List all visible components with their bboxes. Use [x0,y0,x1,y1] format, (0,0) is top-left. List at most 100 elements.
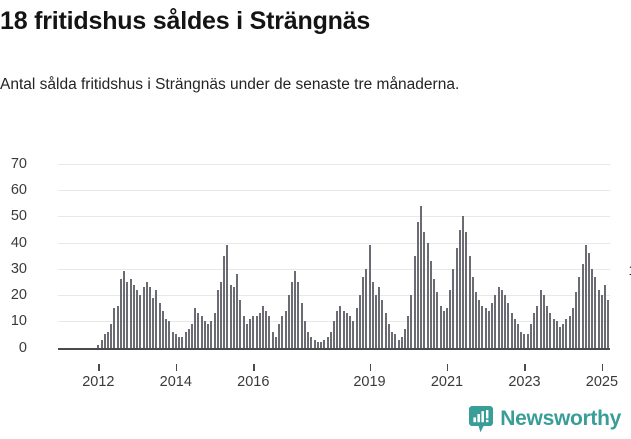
bar [575,292,578,348]
bar [555,321,558,348]
bar [400,337,403,348]
page-subtitle: Antal sålda fritidshus i Strängnäs under… [0,76,460,93]
bar [103,334,106,348]
bar [462,216,465,348]
x-axis-tick-label: 2025 [585,374,619,390]
bar [529,323,532,348]
bar [345,313,348,348]
gridline [58,216,610,218]
bar [210,321,213,348]
y-axis-tick-label: 60 [10,182,27,199]
bar [452,268,455,348]
bar [458,229,461,348]
bar [107,331,110,348]
bar [339,305,342,348]
bar [316,342,319,348]
bar [578,276,581,348]
bar [404,329,407,348]
bar [129,279,132,348]
bar [342,310,345,348]
bar [307,331,310,348]
bar [265,310,268,348]
bar [500,289,503,348]
bar [313,339,316,348]
x-axis-tick-label: 2019 [353,374,386,390]
gridline [58,242,610,244]
x-axis-tick [175,364,178,371]
bar [387,323,390,348]
bar [520,331,523,348]
bar [349,316,352,348]
bar [358,295,361,348]
bar [365,268,368,348]
bar [371,281,374,348]
bar [110,323,113,348]
bar [181,337,184,348]
y-axis-tick-label: 30 [10,260,27,277]
bar [468,255,471,348]
bar [442,310,445,348]
bar [600,295,603,348]
bar [475,292,478,348]
bar [207,323,210,348]
bar [429,261,432,348]
bar [465,232,468,348]
page-title: 18 fritidshus såldes i Strängnäs [0,7,371,35]
bar [455,247,458,348]
bar [297,281,300,348]
newsworthy-logo[interactable]: Newsworthy [469,404,621,434]
bar [113,308,116,348]
bar [242,316,245,348]
bar [391,331,394,348]
bar [536,305,539,348]
bar [220,281,223,348]
bar [471,276,474,348]
highlight-value-label: 18 [629,262,631,278]
bar-chart-speech-bubble-icon [469,405,494,433]
bar [203,321,206,348]
bar [565,318,568,348]
bar [329,331,332,348]
bar [362,276,365,348]
bar [513,318,516,348]
newsworthy-logo-text: Newsworthy [500,407,621,430]
bar [271,331,274,348]
bar [187,329,190,348]
bar [571,308,574,348]
bar [445,308,448,348]
bar [274,337,277,348]
bar [439,305,442,348]
bar [568,316,571,348]
bar [261,305,264,348]
bar [597,289,600,348]
bar [142,287,145,348]
x-axis-tick [369,364,371,371]
bar [594,276,597,348]
bar [604,284,607,348]
y-axis-tick-label: 10 [10,313,27,330]
bar [397,339,400,348]
gridline [58,164,610,165]
x-axis-tick [98,364,100,371]
bar [504,295,507,348]
bar [481,305,484,348]
bar [223,255,226,348]
bar [194,308,197,348]
bar [562,323,565,348]
bar [216,289,219,348]
bar [116,305,119,348]
bar [558,326,561,348]
x-axis-tick [601,364,604,371]
bar [410,295,413,348]
bar [281,316,284,348]
x-axis-tick-label: 2023 [508,374,541,390]
bar [245,323,248,348]
bar [526,334,529,348]
bar [119,279,122,348]
bar [591,268,594,348]
bar [368,245,371,348]
bar [171,331,174,348]
bar [226,245,229,348]
y-axis-tick-label: 70 [10,156,27,172]
bar [268,316,271,348]
